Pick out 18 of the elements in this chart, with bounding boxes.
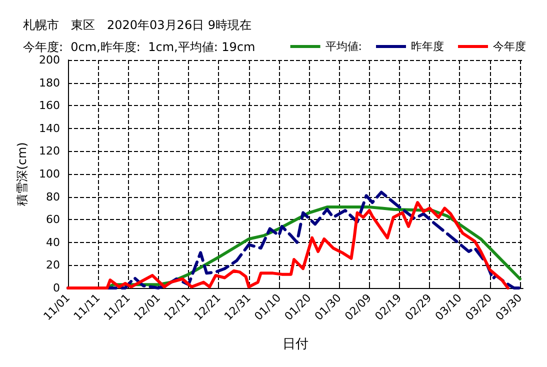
legend-label: 今年度 bbox=[493, 40, 526, 53]
y-tick-label: 200 bbox=[39, 54, 60, 66]
y-tick-label: 160 bbox=[39, 99, 60, 112]
y-tick-label: 80 bbox=[46, 190, 60, 204]
y-tick-label: 180 bbox=[39, 76, 60, 90]
y-tick-label: 120 bbox=[39, 144, 60, 158]
y-axis-title: 積雪深(cm) bbox=[15, 142, 30, 206]
chart-subtitle: 今年度: 0cm,昨年度: 1cm,平均値: 19cm bbox=[23, 40, 256, 54]
legend-label: 平均値: bbox=[325, 40, 362, 53]
y-tick-label: 0 bbox=[53, 282, 60, 294]
y-tick-label: 100 bbox=[39, 168, 60, 180]
y-tick-label: 40 bbox=[46, 236, 60, 249]
y-tick-label: 60 bbox=[46, 213, 60, 226]
x-axis-title: 日付 bbox=[282, 337, 308, 352]
y-tick-label: 20 bbox=[46, 258, 60, 272]
legend-label: 昨年度 bbox=[411, 40, 444, 53]
y-tick-label: 140 bbox=[39, 122, 60, 135]
chart-title: 札幌市 東区 2020年03月26日 9時現在 bbox=[23, 18, 252, 32]
